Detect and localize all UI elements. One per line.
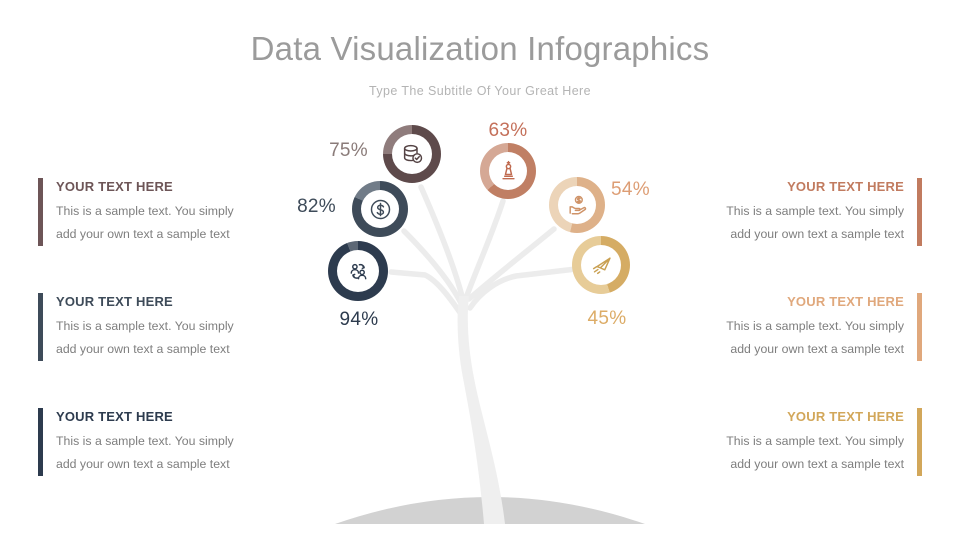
text-block-heading: YOUR TEXT HERE [787,179,904,194]
text-block-right-2: YOUR TEXT HERE This is a sample text. Yo… [725,293,922,361]
chess-pawn-icon [501,160,515,179]
tree-branch [463,198,506,301]
progress-ring [480,143,536,199]
text-block-heading: YOUR TEXT HERE [56,179,173,194]
ring-inner [392,134,432,174]
progress-ring [572,236,630,294]
text-block-body: This is a sample text. You simply add yo… [56,204,234,241]
node-percentage-team: 94% [339,309,379,330]
people-swap-icon [350,263,366,279]
ring-inner [489,152,527,190]
tree-branch [466,226,557,302]
text-block-left-1: YOUR TEXT HERE This is a sample text. Yo… [38,178,235,246]
node-database [383,125,441,183]
text-block-body: This is a sample text. You simply add yo… [56,319,234,356]
paper-plane-icon [592,256,611,274]
text-block-heading: YOUR TEXT HERE [787,294,904,309]
node-money [352,181,408,237]
ring-inner [558,186,596,224]
node-percentage-money: 82% [297,196,336,217]
text-block-heading: YOUR TEXT HERE [787,409,904,424]
node-percentage-launch: 45% [587,308,627,329]
progress-ring [383,125,441,183]
node-percentage-database: 75% [329,140,368,161]
node-investment [549,177,605,233]
text-block-body: This is a sample text. You simply add yo… [726,319,904,356]
node-team [328,241,388,301]
hand-coin-icon [568,195,586,214]
tree-trunk [457,296,505,524]
progress-ring [549,177,605,233]
tree-branch [418,184,466,303]
ring-inner [337,250,379,292]
text-block-body: This is a sample text. You simply add yo… [726,204,904,241]
text-block-heading: YOUR TEXT HERE [56,294,173,309]
progress-ring [328,241,388,301]
node-percentage-strategy: 63% [488,120,528,141]
text-block-body: This is a sample text. You simply add yo… [726,434,904,471]
node-strategy [480,143,536,199]
slide-title: Data Visualization Infographics [250,30,710,67]
node-launch [572,236,630,294]
ring-inner [581,245,621,285]
tree-branch [388,269,464,317]
database-check-icon [403,144,422,163]
text-block-left-2: YOUR TEXT HERE This is a sample text. Yo… [38,293,235,361]
text-block-left-3: YOUR TEXT HERE This is a sample text. Yo… [38,408,235,476]
text-block-right-1: YOUR TEXT HERE This is a sample text. Yo… [725,178,922,246]
text-block-heading: YOUR TEXT HERE [56,409,173,424]
text-block-right-3: YOUR TEXT HERE This is a sample text. Yo… [725,408,922,476]
text-block-body: This is a sample text. You simply add yo… [56,434,234,471]
progress-ring [352,181,408,237]
slide-subtitle: Type The Subtitle Of Your Great Here [369,84,591,98]
dollar-circle-icon [370,199,390,219]
tree-branch [401,228,464,306]
ground-mound [335,497,645,524]
ring-inner [361,190,399,228]
node-percentage-investment: 54% [611,179,650,200]
tree-branch [467,266,579,311]
